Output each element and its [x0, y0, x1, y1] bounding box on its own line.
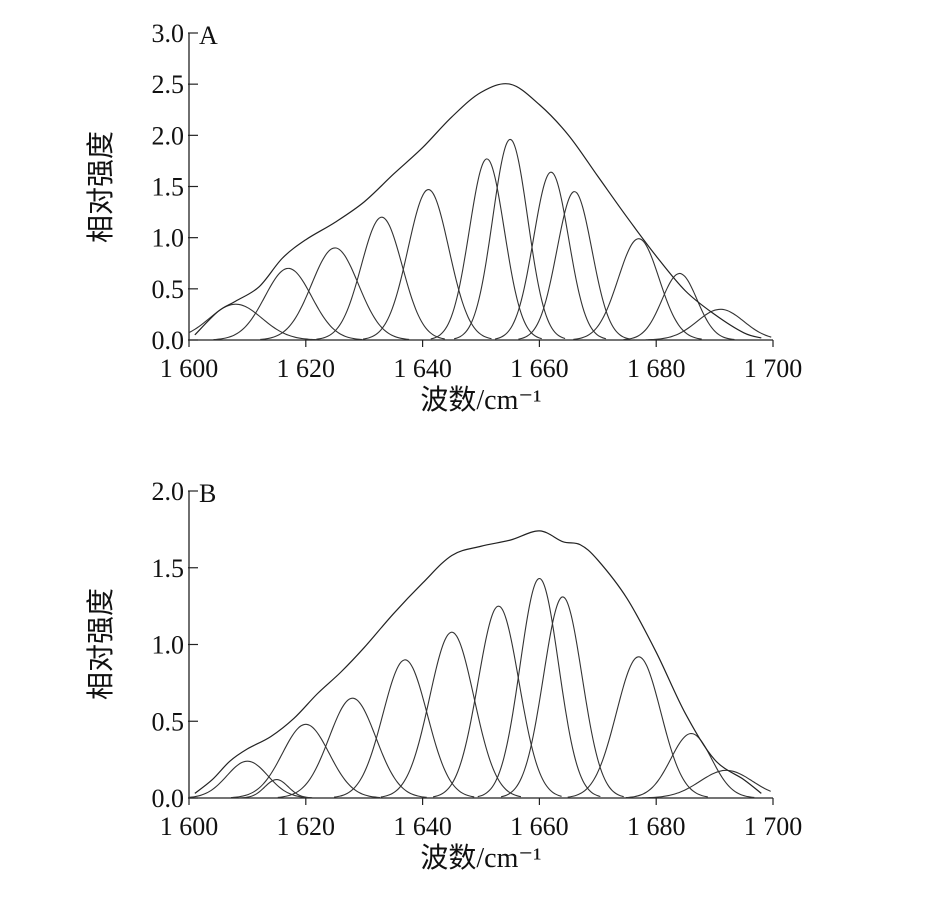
component-peak-curve: [333, 659, 475, 798]
panel-a: 0.0 0.5 1.0 1.5 2.0 2.5 3.0 1 600 1 620 1 640 1 66…: [85, 19, 802, 416]
x-tick-label: 1 620: [277, 812, 336, 841]
component-peak-curve: [573, 238, 702, 340]
component-peak-curve: [231, 723, 381, 799]
component-peak-curve: [625, 732, 755, 799]
component-peak-curve: [188, 760, 312, 799]
component-peak-curve: [500, 596, 624, 798]
x-tick-label: 1 680: [627, 354, 686, 383]
y-tick-label: 3.0: [152, 19, 185, 48]
component-peak-curve: [494, 171, 607, 340]
y-tick-label: 0.0: [152, 784, 185, 813]
x-tick-label: 1 600: [160, 812, 219, 841]
component-peak-curve: [277, 697, 427, 798]
panel-label: A: [199, 21, 218, 50]
y-tick-label: 1.0: [152, 224, 185, 253]
x-tick-label: 1 680: [627, 812, 686, 841]
component-peak-curve: [239, 779, 313, 799]
spectrum-envelope-curve: [194, 530, 762, 794]
y-axis-title: 相对强度: [85, 131, 117, 243]
component-peak-curve: [430, 158, 542, 340]
component-peak-curve: [518, 191, 630, 340]
x-axis-title: 波数/cm⁻¹: [420, 842, 541, 874]
component-peak-curve: [260, 247, 410, 340]
y-tick-label: 1.5: [152, 554, 185, 583]
component-peak-curve: [623, 272, 735, 341]
x-tick-label: 1 660: [510, 354, 569, 383]
x-axis-title: 波数/cm⁻¹: [420, 384, 541, 416]
x-tick-label: 1 700: [744, 354, 803, 383]
y-tick-label: 2.0: [152, 477, 185, 506]
component-peak-curve: [213, 267, 363, 341]
y-tick-label: 2.5: [152, 70, 185, 99]
x-tick-label: 1 600: [160, 354, 219, 383]
component-peak-curve: [433, 605, 562, 798]
x-tick-label: 1 660: [510, 812, 569, 841]
component-peak-curve: [477, 577, 601, 798]
x-tick-label: 1 620: [277, 354, 336, 383]
component-peak-curve: [453, 138, 566, 340]
panel-label: B: [199, 479, 216, 508]
y-tick-label: 0.5: [152, 275, 185, 304]
component-peak-curve: [642, 769, 771, 799]
x-tick-label: 1 640: [393, 812, 452, 841]
spectrum-envelope-curve: [194, 83, 762, 339]
component-peak-curve: [188, 303, 318, 341]
component-peak-curve: [645, 308, 772, 341]
component-peak-curve: [362, 189, 492, 340]
y-tick-label: 2.0: [152, 121, 185, 150]
component-peak-curve: [316, 216, 445, 340]
x-tick-label: 1 640: [393, 354, 452, 383]
component-peak-curve: [567, 656, 708, 798]
x-tick-label: 1 700: [744, 812, 803, 841]
panel-b: 0.0 0.5 1.0 1.5 2.0 1 600 1 620 1 640 1 660 1 680…: [85, 477, 802, 874]
y-tick-label: 0.5: [152, 707, 185, 736]
y-tick-label: 0.0: [152, 326, 185, 355]
y-tick-label: 1.5: [152, 173, 185, 202]
y-tick-label: 1.0: [152, 631, 185, 660]
y-axis-title: 相对强度: [85, 588, 117, 700]
